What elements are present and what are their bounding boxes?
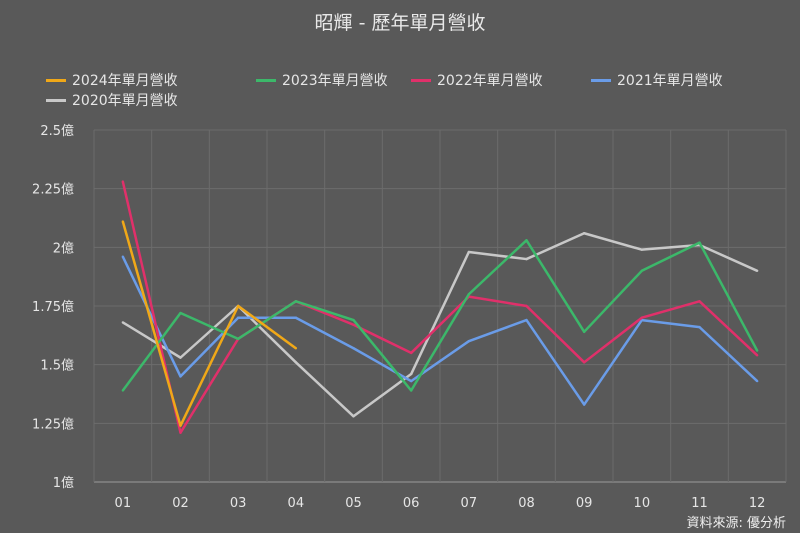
x-tick-label: 05 — [345, 496, 362, 511]
data-point — [525, 257, 528, 261]
x-tick-label: 04 — [288, 496, 305, 511]
data-point — [121, 220, 125, 223]
y-tick-label: 2.5億 — [40, 123, 74, 139]
chart-title: 昭輝 - 歷年單月營收 — [314, 12, 486, 34]
series-line-2024 — [121, 221, 297, 427]
data-point — [698, 241, 701, 244]
y-tick-label: 1.75億 — [32, 299, 74, 315]
y-tick-label: 1.5億 — [40, 358, 74, 374]
data-point — [236, 337, 240, 341]
data-point — [409, 389, 413, 392]
legend-item[interactable]: 2022年單月營收 — [411, 70, 543, 90]
data-point — [755, 269, 759, 272]
data-point — [121, 180, 125, 183]
legend-label: 2020年單月營收 — [72, 93, 178, 109]
data-point — [294, 347, 298, 350]
data-point — [525, 304, 528, 308]
data-point — [236, 304, 240, 308]
legend-label: 2022年單月營收 — [437, 73, 543, 89]
data-point — [179, 424, 182, 427]
data-point — [121, 255, 125, 258]
legend-item[interactable]: 2023年單月營收 — [256, 70, 388, 90]
data-point — [582, 232, 586, 235]
x-tick-label: 08 — [518, 496, 535, 511]
data-point — [755, 349, 759, 352]
legend-swatch — [46, 78, 66, 82]
data-point — [409, 379, 413, 383]
data-point — [640, 316, 644, 319]
data-point — [467, 293, 471, 296]
y-tick-label: 2.25億 — [32, 182, 74, 198]
data-point — [409, 372, 413, 376]
legend-swatch — [591, 78, 611, 82]
data-point — [525, 318, 528, 322]
legend-swatch — [411, 78, 431, 82]
legend-item[interactable]: 2021年單月營收 — [591, 70, 723, 90]
legend-item[interactable]: 2024年單月營收 — [46, 70, 178, 90]
data-point — [179, 431, 182, 434]
x-tick-label: 06 — [403, 496, 420, 511]
data-point — [352, 347, 355, 350]
data-point — [640, 269, 644, 272]
x-tick-label: 12 — [749, 496, 766, 511]
legend-swatch — [256, 78, 276, 82]
x-tick-label: 03 — [230, 496, 247, 511]
data-point — [352, 323, 355, 326]
y-tick-label: 1.25億 — [32, 416, 74, 432]
data-point — [179, 375, 182, 378]
data-point — [582, 403, 586, 406]
source-note: 資料來源: 優分析 — [686, 516, 786, 531]
x-tick-label: 09 — [576, 496, 593, 511]
legend-label: 2023年單月營收 — [282, 73, 388, 89]
data-point — [294, 316, 298, 319]
data-point — [352, 318, 355, 322]
data-point — [294, 300, 298, 303]
legend-label: 2021年單月營收 — [617, 73, 723, 89]
y-tick-label: 2億 — [53, 240, 74, 256]
x-tick-label: 07 — [461, 496, 478, 511]
data-point — [121, 389, 125, 392]
data-point — [640, 248, 644, 251]
data-point — [121, 321, 125, 324]
x-tick-label: 11 — [691, 496, 708, 511]
data-point — [236, 316, 240, 319]
data-point — [698, 300, 701, 303]
data-point — [294, 361, 298, 364]
data-point — [409, 351, 413, 355]
data-point — [467, 250, 471, 254]
x-tick-label: 02 — [172, 496, 189, 511]
data-point — [179, 311, 182, 315]
data-point — [582, 361, 586, 364]
data-point — [755, 354, 759, 357]
data-point — [467, 340, 471, 343]
x-tick-label: 01 — [115, 496, 132, 511]
data-point — [525, 239, 528, 242]
data-point — [755, 379, 759, 383]
data-point — [352, 415, 355, 418]
series-line-2022 — [121, 181, 759, 434]
data-point — [582, 330, 586, 334]
data-point — [698, 325, 701, 329]
data-point — [179, 356, 182, 359]
legend-swatch — [46, 98, 66, 102]
series-line-2020 — [122, 232, 758, 418]
series-line-2023 — [121, 239, 759, 392]
x-tick-label: 10 — [634, 496, 651, 511]
legend-item[interactable]: 2020年單月營收 — [46, 90, 178, 110]
y-tick-label: 1億 — [53, 475, 74, 491]
legend-label: 2024年單月營收 — [72, 73, 178, 89]
